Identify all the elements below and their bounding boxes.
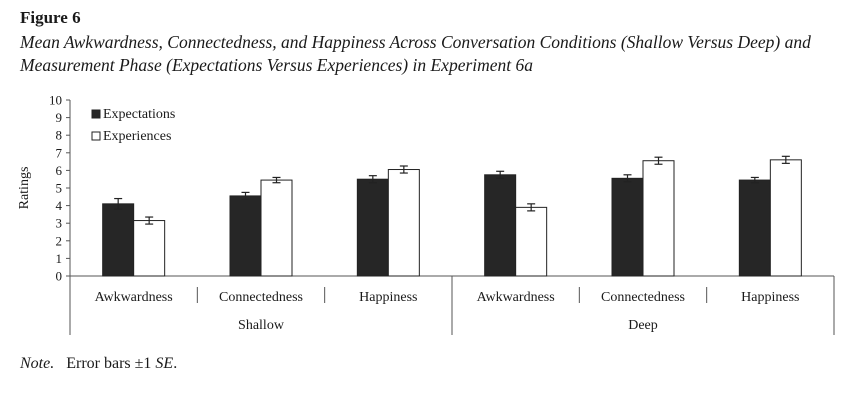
bar-experiences	[260, 179, 293, 277]
legend: Expectations Experiences	[91, 107, 175, 144]
bar-experiences	[515, 206, 548, 277]
y-tick-label: 4	[56, 198, 63, 213]
note-label: Note.	[20, 355, 55, 372]
legend-label: Experiences	[103, 129, 171, 144]
note-se: SE	[155, 355, 174, 372]
y-tick-label: 7	[56, 145, 63, 160]
x-category-label: Awkwardness	[477, 290, 555, 305]
note-period: .	[173, 355, 178, 372]
bar-experiences	[387, 169, 420, 277]
x-category-label: Awkwardness	[95, 290, 173, 305]
x-category-label: Connectedness	[601, 290, 685, 305]
bar-experiences	[769, 159, 802, 277]
plot-area: 0 1 2 3 4 5 6 7 8 9 10 Awkwardness Connectedness Happ…	[49, 93, 835, 335]
bar-expectations	[356, 178, 389, 277]
bar-expectations	[738, 179, 771, 277]
y-tick-label: 10	[49, 93, 62, 108]
y-tick-label: 5	[56, 181, 63, 196]
legend-swatch	[91, 109, 101, 119]
bar-expectations	[484, 174, 517, 277]
note-text: Error bars ±1	[66, 355, 156, 372]
bar-expectations	[229, 195, 262, 277]
figure-label: Figure 6	[20, 8, 81, 27]
y-tick-label: 0	[56, 269, 63, 284]
legend-label: Expectations	[103, 107, 175, 122]
y-tick-label: 1	[56, 251, 63, 266]
bar-chart: Ratings Expectations Experiences 0 1 2 3 4 5 6 7…	[17, 93, 835, 335]
group-label: Deep	[628, 318, 658, 333]
legend-swatch	[91, 131, 101, 141]
bar-expectations	[102, 203, 135, 277]
x-category-label: Happiness	[741, 290, 799, 305]
x-category-label: Connectedness	[219, 290, 303, 305]
bar-experiences	[642, 160, 675, 277]
group-label: Shallow	[238, 318, 285, 333]
figure-note: Note. Error bars ±1 SE.	[20, 355, 177, 373]
figure-caption: Mean Awkwardness, Connectedness, and Hap…	[20, 32, 811, 75]
y-tick-label: 8	[56, 128, 63, 143]
y-tick-label: 2	[56, 233, 63, 248]
bar-experiences	[133, 220, 166, 277]
y-tick-label: 9	[56, 110, 63, 125]
y-tick-label: 6	[56, 163, 63, 178]
bar-expectations	[611, 177, 644, 277]
x-category-label: Happiness	[359, 290, 417, 305]
y-tick-label: 3	[56, 216, 63, 231]
y-axis-label: Ratings	[17, 167, 32, 210]
